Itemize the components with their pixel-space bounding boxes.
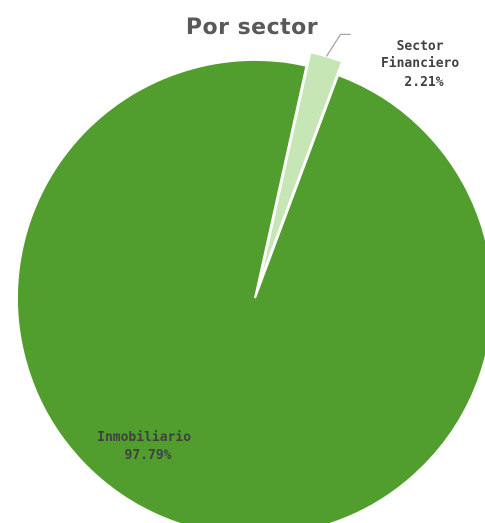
pie-slice-inmobiliario xyxy=(16,59,485,523)
pie-slices xyxy=(16,51,485,523)
chart-title: Por sector xyxy=(186,15,318,40)
leader-line-sector-financiero xyxy=(325,33,351,57)
label-sector-financiero-line2: Financiero xyxy=(381,56,459,71)
label-sector-financiero: Sector Financiero 2.21% xyxy=(381,39,467,90)
label-inmobiliario-value: 97.79% xyxy=(125,448,172,463)
label-inmobiliario-name: Inmobiliario xyxy=(97,430,191,445)
label-sector-financiero-line1: Sector xyxy=(397,39,444,54)
label-sector-financiero-value: 2.21% xyxy=(404,75,443,90)
label-inmobiliario: Inmobiliario 97.79% xyxy=(97,430,199,463)
